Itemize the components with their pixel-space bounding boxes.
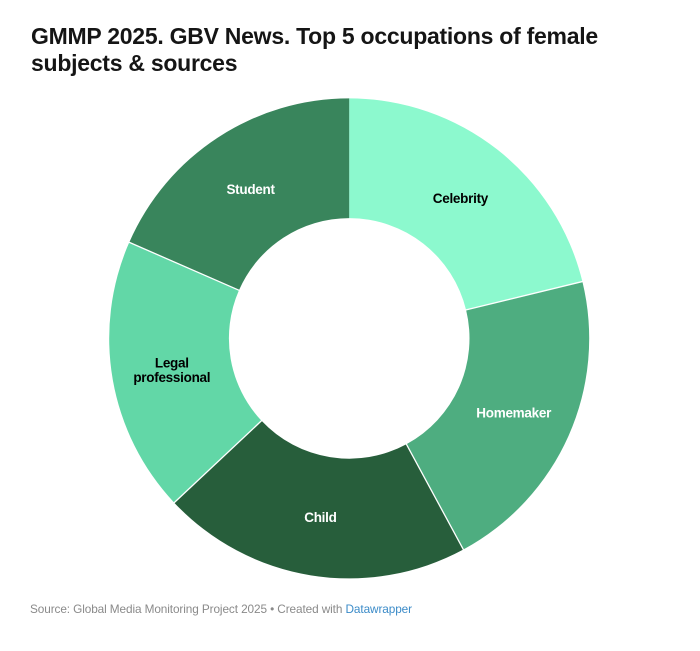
svg-text:professional: professional xyxy=(133,370,210,385)
svg-text:Child: Child xyxy=(304,510,336,525)
svg-text:Celebrity: Celebrity xyxy=(433,191,489,206)
svg-text:Homemaker: Homemaker xyxy=(476,406,552,421)
svg-text:Student: Student xyxy=(226,182,275,197)
svg-text:Legal: Legal xyxy=(155,355,189,370)
